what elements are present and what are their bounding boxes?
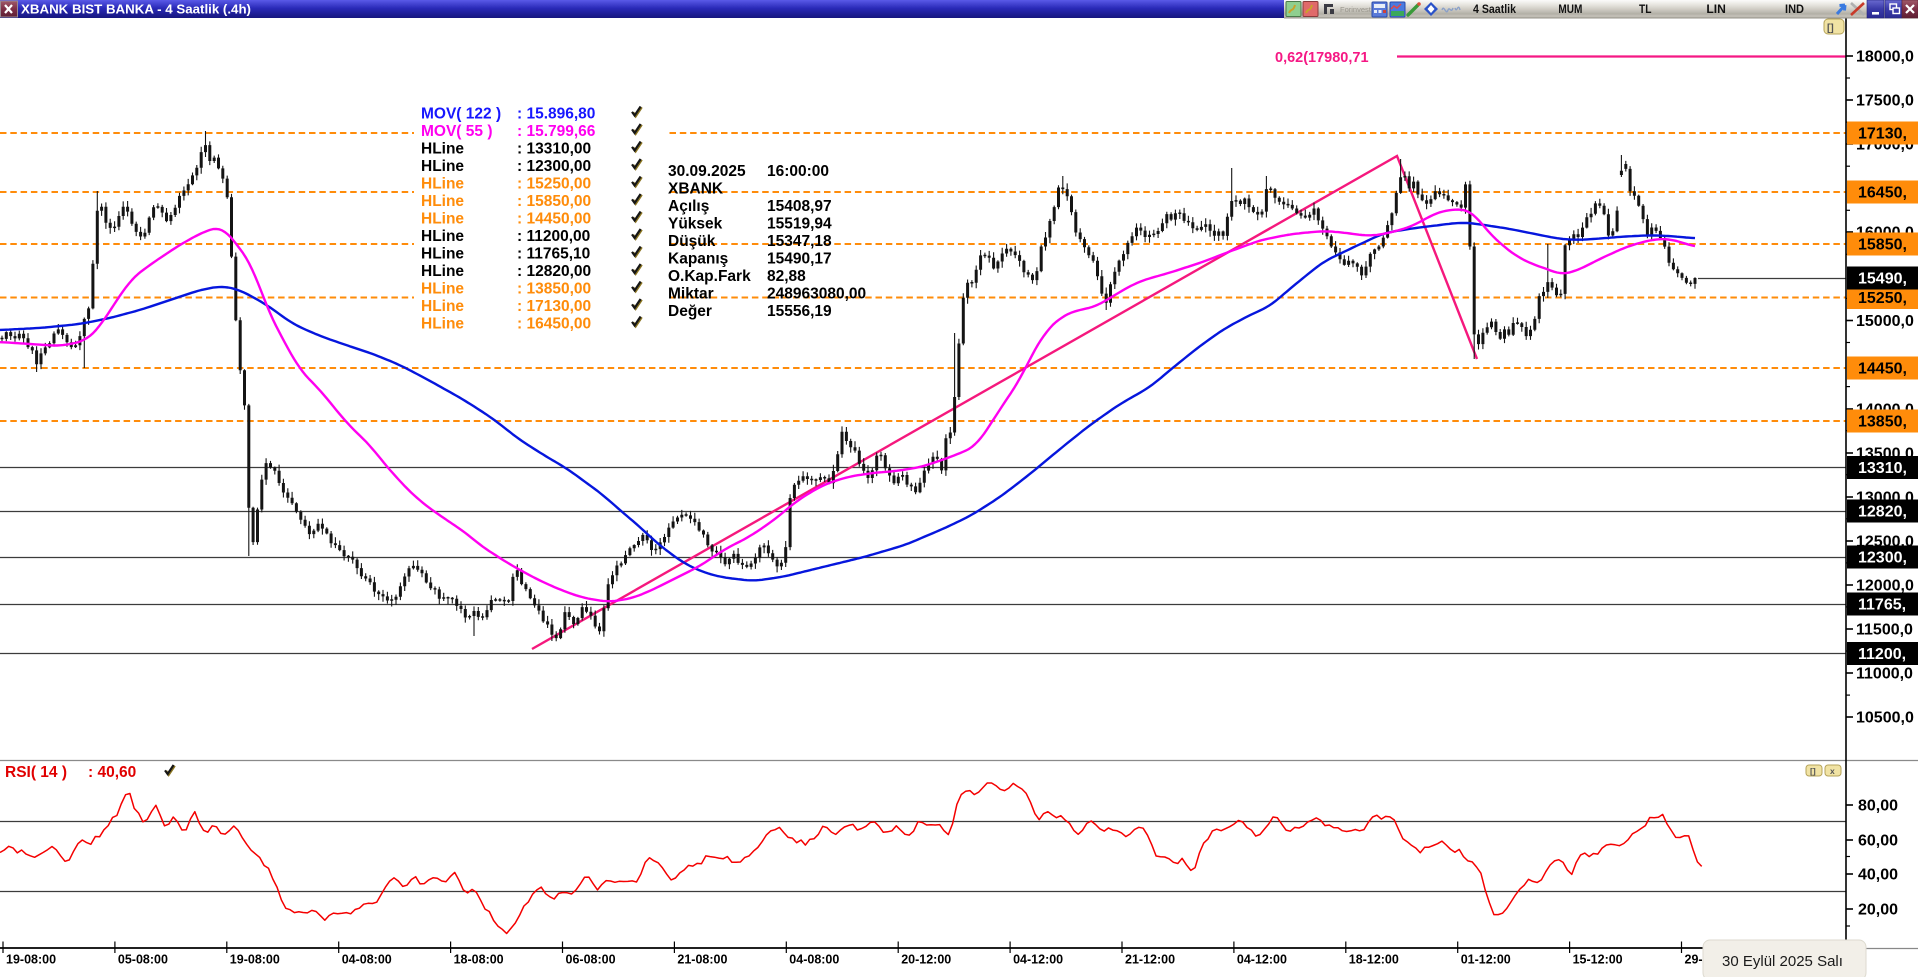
svg-text:HLine: HLine (421, 281, 464, 298)
svg-text:HLine: HLine (421, 141, 464, 158)
svg-text:: 11765,10: : 11765,10 (517, 246, 590, 263)
svg-text:20,00: 20,00 (1858, 902, 1898, 919)
svg-text:20-12:00: 20-12:00 (901, 953, 951, 967)
svg-text:30 Eylül 2025 Salı: 30 Eylül 2025 Salı (1722, 953, 1843, 970)
svg-text:0,62(17980,71: 0,62(17980,71 (1275, 50, 1369, 66)
svg-text:12000,0: 12000,0 (1856, 578, 1914, 595)
svg-text:TL: TL (1639, 4, 1652, 16)
svg-text:10500,0: 10500,0 (1856, 710, 1914, 727)
svg-text:19-08:00: 19-08:00 (6, 953, 56, 967)
svg-text:HLine: HLine (421, 211, 464, 228)
svg-text:18000,0: 18000,0 (1856, 49, 1914, 66)
svg-text:XBANK BIST BANKA - 4 Saatlik (: XBANK BIST BANKA - 4 Saatlik (.4h) (21, 2, 251, 17)
svg-text:17130,: 17130, (1858, 126, 1907, 143)
svg-text:: 13850,00: : 13850,00 (517, 281, 591, 298)
svg-text:15519,94: 15519,94 (767, 216, 832, 233)
svg-text:Değer: Değer (668, 303, 712, 320)
svg-text:14450,: 14450, (1858, 361, 1907, 378)
svg-text:13310,: 13310, (1858, 460, 1907, 477)
svg-text:12820,: 12820, (1858, 504, 1907, 521)
svg-text:: 15.799,66: : 15.799,66 (517, 123, 596, 140)
svg-text:HLine: HLine (421, 316, 464, 333)
svg-text:82,88: 82,88 (767, 268, 806, 285)
svg-text:Yüksek: Yüksek (668, 216, 723, 233)
svg-text:[]: [] (1810, 766, 1816, 776)
svg-text:[]: [] (1827, 23, 1834, 34)
svg-text:Açılış: Açılış (668, 198, 709, 215)
svg-text:15490,17: 15490,17 (767, 251, 832, 268)
svg-text:: 12300,00: : 12300,00 (517, 158, 591, 175)
svg-text:01-12:00: 01-12:00 (1461, 953, 1511, 967)
svg-text:x: x (1830, 766, 1835, 776)
svg-text:19-08:00: 19-08:00 (230, 953, 280, 967)
svg-text:MOV( 122 ): MOV( 122 ) (421, 106, 501, 123)
svg-text:4 Saatlik: 4 Saatlik (1473, 4, 1517, 16)
svg-text:60,00: 60,00 (1858, 833, 1898, 850)
svg-text:17500,0: 17500,0 (1856, 93, 1914, 110)
svg-text:: 13310,00: : 13310,00 (517, 141, 591, 158)
svg-text:15850,: 15850, (1858, 237, 1907, 254)
svg-text:HLine: HLine (421, 246, 464, 263)
svg-text:LIN: LIN (1706, 4, 1726, 16)
svg-text:11000,0: 11000,0 (1856, 666, 1913, 683)
svg-text:11765,: 11765, (1858, 597, 1906, 614)
svg-text:: 14450,00: : 14450,00 (517, 211, 591, 228)
svg-text:16:00:00: 16:00:00 (767, 163, 829, 180)
svg-text:IND: IND (1785, 4, 1804, 16)
svg-text:12300,: 12300, (1858, 550, 1907, 567)
svg-text:21-12:00: 21-12:00 (1125, 953, 1175, 967)
svg-text:: 15250,00: : 15250,00 (517, 176, 591, 193)
svg-text:11200,: 11200, (1858, 646, 1906, 663)
svg-text:O.Kap.Fark: O.Kap.Fark (668, 268, 751, 285)
svg-text:HLine: HLine (421, 158, 464, 175)
svg-text:Düşük: Düşük (668, 233, 716, 250)
svg-text:15490,: 15490, (1858, 271, 1907, 288)
svg-text:15347,18: 15347,18 (767, 233, 832, 250)
svg-text:: 15850,00: : 15850,00 (517, 193, 591, 210)
svg-text:05-08:00: 05-08:00 (118, 953, 168, 967)
svg-text:MUM: MUM (1558, 4, 1582, 16)
svg-text:248963080,00: 248963080,00 (767, 286, 866, 303)
svg-text:Forinvest: Forinvest (1340, 5, 1372, 14)
svg-text:13850,: 13850, (1858, 414, 1907, 431)
svg-text:16450,: 16450, (1858, 185, 1907, 202)
svg-text:: 40,60: : 40,60 (88, 764, 136, 781)
svg-text:: 11200,00: : 11200,00 (517, 228, 590, 245)
svg-text:15556,19: 15556,19 (767, 303, 832, 320)
svg-text:11500,0: 11500,0 (1856, 622, 1913, 639)
svg-text:: 17130,00: : 17130,00 (517, 298, 591, 315)
svg-text:: 12820,00: : 12820,00 (517, 263, 591, 280)
svg-text:30.09.2025: 30.09.2025 (668, 163, 746, 180)
svg-text:04-08:00: 04-08:00 (789, 953, 839, 967)
svg-text:HLine: HLine (421, 263, 464, 280)
svg-text:RSI( 14 ): RSI( 14 ) (5, 764, 67, 781)
svg-text:40,00: 40,00 (1858, 867, 1898, 884)
svg-text:18-08:00: 18-08:00 (454, 953, 504, 967)
svg-text:XBANK: XBANK (668, 181, 724, 198)
svg-text:04-12:00: 04-12:00 (1013, 953, 1063, 967)
svg-text:80,00: 80,00 (1858, 798, 1898, 815)
svg-text:HLine: HLine (421, 298, 464, 315)
svg-text:15-12:00: 15-12:00 (1573, 953, 1623, 967)
svg-text:HLine: HLine (421, 176, 464, 193)
svg-text:: 16450,00: : 16450,00 (517, 316, 591, 333)
svg-text:MOV( 55 ): MOV( 55 ) (421, 123, 492, 140)
svg-text:HLine: HLine (421, 228, 464, 245)
svg-text:18-12:00: 18-12:00 (1349, 953, 1399, 967)
svg-text:HLine: HLine (421, 193, 464, 210)
svg-text:06-08:00: 06-08:00 (566, 953, 616, 967)
svg-text:04-12:00: 04-12:00 (1237, 953, 1287, 967)
svg-text:: 15.896,80: : 15.896,80 (517, 106, 595, 123)
svg-text:15408,97: 15408,97 (767, 198, 832, 215)
svg-text:15000,0: 15000,0 (1856, 313, 1914, 330)
svg-text:Kapanış: Kapanış (668, 251, 728, 268)
svg-text:04-08:00: 04-08:00 (342, 953, 392, 967)
svg-text:15250,: 15250, (1858, 290, 1907, 307)
svg-text:Miktar: Miktar (668, 286, 714, 303)
svg-text:21-08:00: 21-08:00 (677, 953, 727, 967)
